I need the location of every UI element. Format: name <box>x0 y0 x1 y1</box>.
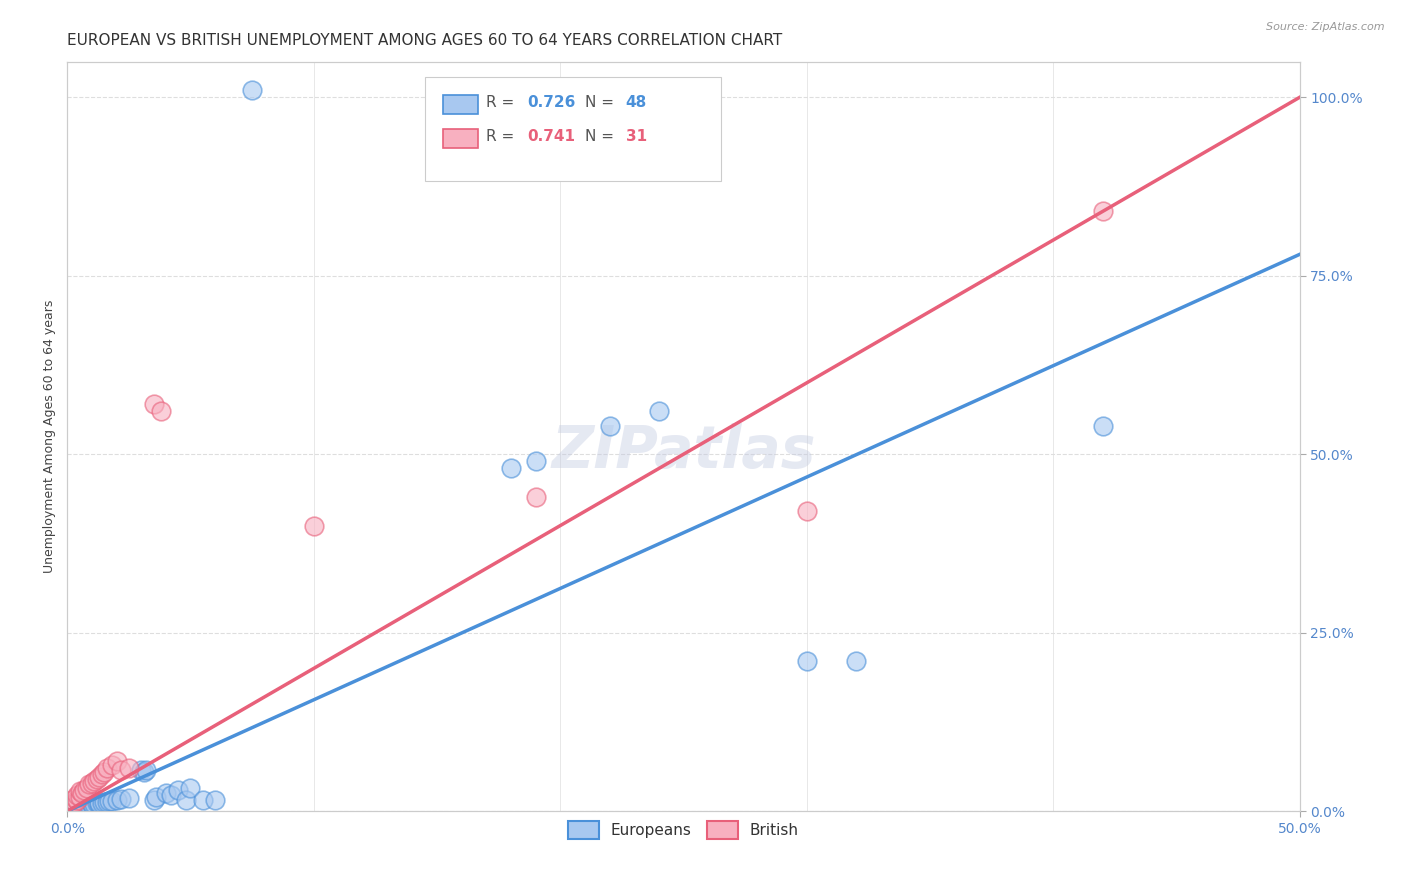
Point <box>79 797 101 812</box>
Point <box>149 404 172 418</box>
Point <box>155 786 177 800</box>
Point <box>59 796 82 810</box>
Text: N =: N = <box>585 129 619 144</box>
Point <box>73 797 96 812</box>
Point <box>159 789 181 803</box>
Point <box>845 654 868 668</box>
Point <box>98 794 121 808</box>
Point <box>89 796 111 810</box>
FancyBboxPatch shape <box>443 95 478 114</box>
Point <box>118 761 141 775</box>
Point <box>70 786 93 800</box>
Point <box>142 397 165 411</box>
Point <box>79 777 101 791</box>
Point <box>63 795 86 809</box>
Point <box>63 799 86 814</box>
Point <box>105 754 128 768</box>
Point <box>796 504 818 518</box>
Point <box>69 784 91 798</box>
Point <box>73 799 96 814</box>
Point <box>89 770 111 784</box>
Point <box>96 795 118 809</box>
Text: ZIPatlas: ZIPatlas <box>551 423 815 480</box>
Point <box>499 461 522 475</box>
Point <box>90 767 112 781</box>
Point <box>86 772 108 786</box>
Text: 48: 48 <box>626 95 647 111</box>
Point <box>110 763 132 777</box>
Point <box>69 799 91 814</box>
Point <box>110 792 132 806</box>
Point <box>191 793 214 807</box>
Point <box>59 801 82 815</box>
Text: R =: R = <box>486 129 519 144</box>
Text: Source: ZipAtlas.com: Source: ZipAtlas.com <box>1267 22 1385 32</box>
Point <box>93 795 115 809</box>
Point <box>60 800 83 814</box>
Point <box>118 791 141 805</box>
Point <box>100 794 122 808</box>
Point <box>142 793 165 807</box>
Text: R =: R = <box>486 95 519 111</box>
Point <box>132 764 155 779</box>
Point <box>70 800 93 814</box>
FancyBboxPatch shape <box>425 77 720 181</box>
Point <box>90 797 112 811</box>
Point <box>66 789 89 803</box>
Point <box>524 454 547 468</box>
Point <box>302 518 325 533</box>
Point <box>1091 418 1114 433</box>
Point <box>96 761 118 775</box>
Legend: Europeans, British: Europeans, British <box>562 815 806 845</box>
Point <box>66 800 89 814</box>
Point <box>59 798 82 813</box>
Point <box>145 789 167 804</box>
Point <box>86 797 108 811</box>
Text: 0.726: 0.726 <box>527 95 575 111</box>
Point <box>76 781 98 796</box>
Point <box>60 797 83 811</box>
Point <box>524 490 547 504</box>
Point <box>80 797 103 811</box>
Point <box>69 800 91 814</box>
Point <box>73 782 96 797</box>
Point <box>70 798 93 813</box>
Point <box>66 793 89 807</box>
Point <box>80 798 103 813</box>
Text: 0.741: 0.741 <box>527 129 575 144</box>
Point <box>80 775 103 789</box>
Point <box>174 793 197 807</box>
Text: N =: N = <box>585 95 619 111</box>
Point <box>100 757 122 772</box>
Point <box>60 793 83 807</box>
Point <box>105 793 128 807</box>
Point <box>204 793 226 807</box>
Text: 31: 31 <box>626 129 647 144</box>
Point <box>129 764 152 778</box>
Point <box>599 418 621 433</box>
Point <box>69 789 91 804</box>
Point <box>240 83 263 97</box>
Point <box>83 774 105 789</box>
Point <box>66 798 89 813</box>
Point <box>59 800 82 814</box>
Point <box>89 797 111 811</box>
Point <box>1091 204 1114 219</box>
FancyBboxPatch shape <box>443 129 478 148</box>
Point <box>63 800 86 814</box>
Point <box>76 798 98 813</box>
Point <box>648 404 671 418</box>
Y-axis label: Unemployment Among Ages 60 to 64 years: Unemployment Among Ages 60 to 64 years <box>44 300 56 573</box>
Text: EUROPEAN VS BRITISH UNEMPLOYMENT AMONG AGES 60 TO 64 YEARS CORRELATION CHART: EUROPEAN VS BRITISH UNEMPLOYMENT AMONG A… <box>67 33 783 48</box>
Point <box>167 782 190 797</box>
Point <box>93 764 115 779</box>
Point <box>135 764 157 778</box>
Point <box>796 654 818 668</box>
Point <box>179 781 201 796</box>
Point <box>63 791 86 805</box>
Point <box>60 801 83 815</box>
Point <box>83 797 105 811</box>
